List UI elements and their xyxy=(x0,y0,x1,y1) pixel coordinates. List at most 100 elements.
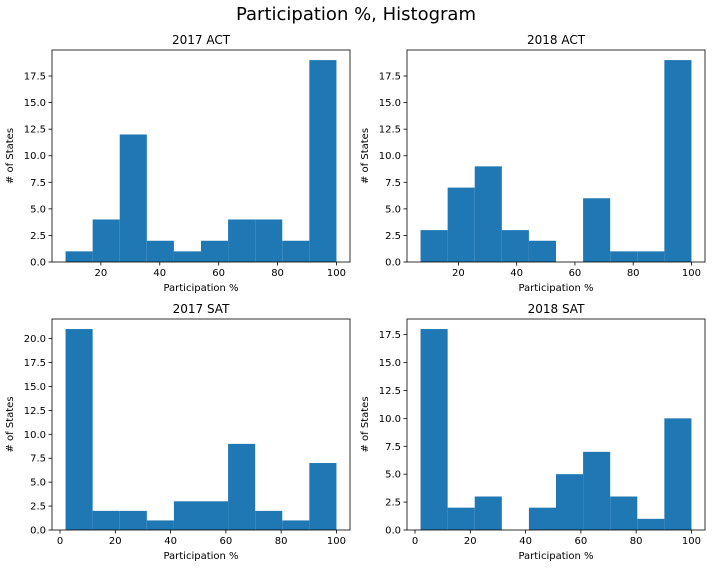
y-tick-label: 17.5 xyxy=(379,330,401,341)
x-tick-label: 60 xyxy=(575,536,588,547)
y-tick-label: 10.0 xyxy=(379,151,401,162)
histogram-bar xyxy=(610,496,638,530)
histogram-bar xyxy=(65,329,93,530)
histogram-bar xyxy=(282,240,310,262)
histogram-bar xyxy=(119,134,147,262)
x-tick-label: 20 xyxy=(452,268,465,279)
histogram-bar xyxy=(119,510,147,530)
x-axis-label: Participation % xyxy=(163,551,238,562)
y-tick-label: 10.0 xyxy=(24,430,46,441)
x-tick-label: 100 xyxy=(327,536,346,547)
histogram-bar xyxy=(528,240,556,262)
y-tick-label: 15.0 xyxy=(24,382,46,393)
y-tick-label: 0.0 xyxy=(30,258,46,269)
x-tick-label: 100 xyxy=(682,536,701,547)
y-tick-label: 5.0 xyxy=(30,478,46,489)
y-tick-label: 2.5 xyxy=(385,231,401,242)
axes-frame xyxy=(51,318,351,531)
histogram-bar xyxy=(173,251,201,262)
histogram-bar xyxy=(201,501,229,530)
x-tick-label: 80 xyxy=(630,536,643,547)
subplot-3: 0 20 40 60 80 100 0.0 2.5 5.0 7.5 10.0 12.5 15.0 17.5… xyxy=(5,302,351,562)
y-tick-label: 12.5 xyxy=(379,125,401,136)
y-tick-label: 7.5 xyxy=(385,178,401,189)
subplot-title: 2018 SAT xyxy=(528,302,585,316)
subplot-title: 2017 ACT xyxy=(172,33,231,47)
histogram-bar xyxy=(309,463,337,530)
x-tick-label: 100 xyxy=(327,268,346,279)
y-tick-label: 17.5 xyxy=(379,72,401,83)
y-tick-label: 0.0 xyxy=(385,526,401,537)
histogram-bar xyxy=(528,507,556,530)
x-tick-label: 0 xyxy=(412,536,418,547)
y-tick-label: 15.0 xyxy=(24,98,46,109)
y-tick-label: 5.0 xyxy=(30,204,46,215)
histogram-bar xyxy=(637,518,665,530)
y-tick-label: 5.0 xyxy=(385,470,401,481)
histogram-bar xyxy=(255,219,283,262)
histogram-bar xyxy=(228,219,256,262)
x-axis-label: Participation % xyxy=(163,283,238,294)
x-tick-label: 60 xyxy=(569,268,582,279)
histogram-bar xyxy=(65,251,93,262)
y-tick-label: 15.0 xyxy=(379,98,401,109)
x-tick-label: 40 xyxy=(164,536,177,547)
y-tick-label: 15.0 xyxy=(379,358,401,369)
y-tick-label: 17.5 xyxy=(24,72,46,83)
subplot-title: 2017 SAT xyxy=(173,302,230,316)
histogram-bar xyxy=(92,219,120,262)
histogram-bar xyxy=(255,510,283,530)
subplot-2: 20 40 60 80 100 0.0 2.5 5.0 7.5 10.0 12.5 15.0 17.5 2… xyxy=(360,33,706,294)
histogram-bar xyxy=(664,60,692,262)
x-tick-label: 100 xyxy=(682,268,701,279)
x-axis-label: Participation % xyxy=(518,283,593,294)
x-tick-label: 80 xyxy=(271,268,284,279)
y-tick-label: 5.0 xyxy=(385,204,401,215)
axes-frame xyxy=(406,318,706,531)
y-tick-label: 0.0 xyxy=(385,258,401,269)
y-tick-label: 17.5 xyxy=(24,358,46,369)
y-axis-label: # of States xyxy=(360,396,371,452)
x-tick-label: 20 xyxy=(95,268,108,279)
y-tick-label: 10.0 xyxy=(379,414,401,425)
x-axis-label: Participation % xyxy=(518,551,593,562)
y-tick-label: 7.5 xyxy=(30,178,46,189)
x-tick-label: 40 xyxy=(153,268,166,279)
y-axis-label: # of States xyxy=(5,128,16,184)
histogram-bar xyxy=(474,166,502,262)
y-axis-label: # of States xyxy=(360,128,371,184)
histogram-bar xyxy=(637,251,665,262)
subplot-1: 20 40 60 80 100 0.0 2.5 5.0 7.5 10.0 12.5 15.0 17.5 2… xyxy=(5,33,351,294)
histogram-bar xyxy=(447,507,475,530)
histogram-bar xyxy=(92,510,120,530)
subplot-4: 0 20 40 60 80 100 0.0 2.5 5.0 7.5 10.0 12.5 15.0 17.5… xyxy=(360,302,706,562)
x-tick-label: 0 xyxy=(57,536,63,547)
histogram-bar xyxy=(420,329,448,530)
x-tick-label: 20 xyxy=(109,536,122,547)
y-tick-label: 0.0 xyxy=(30,526,46,537)
histogram-bar xyxy=(610,251,638,262)
histogram-bar xyxy=(309,60,337,262)
y-tick-label: 10.0 xyxy=(24,151,46,162)
x-tick-label: 80 xyxy=(275,536,288,547)
y-tick-label: 2.5 xyxy=(385,498,401,509)
histogram-bar xyxy=(583,198,611,262)
y-tick-label: 7.5 xyxy=(385,442,401,453)
y-tick-label: 12.5 xyxy=(24,125,46,136)
x-tick-label: 60 xyxy=(220,536,233,547)
histogram-bar xyxy=(556,474,584,530)
histogram-bar xyxy=(664,418,692,530)
y-tick-label: 20.0 xyxy=(24,334,46,345)
histogram-bar xyxy=(501,230,529,262)
histogram-bar xyxy=(228,443,256,530)
y-tick-label: 12.5 xyxy=(24,406,46,417)
subplot-title: 2018 ACT xyxy=(527,33,586,47)
x-tick-label: 20 xyxy=(464,536,477,547)
histogram-bar xyxy=(583,451,611,530)
histogram-bar xyxy=(282,520,310,530)
y-tick-label: 12.5 xyxy=(379,386,401,397)
x-tick-label: 80 xyxy=(627,268,640,279)
histogram-bar xyxy=(173,501,201,530)
histogram-bar xyxy=(146,240,174,262)
